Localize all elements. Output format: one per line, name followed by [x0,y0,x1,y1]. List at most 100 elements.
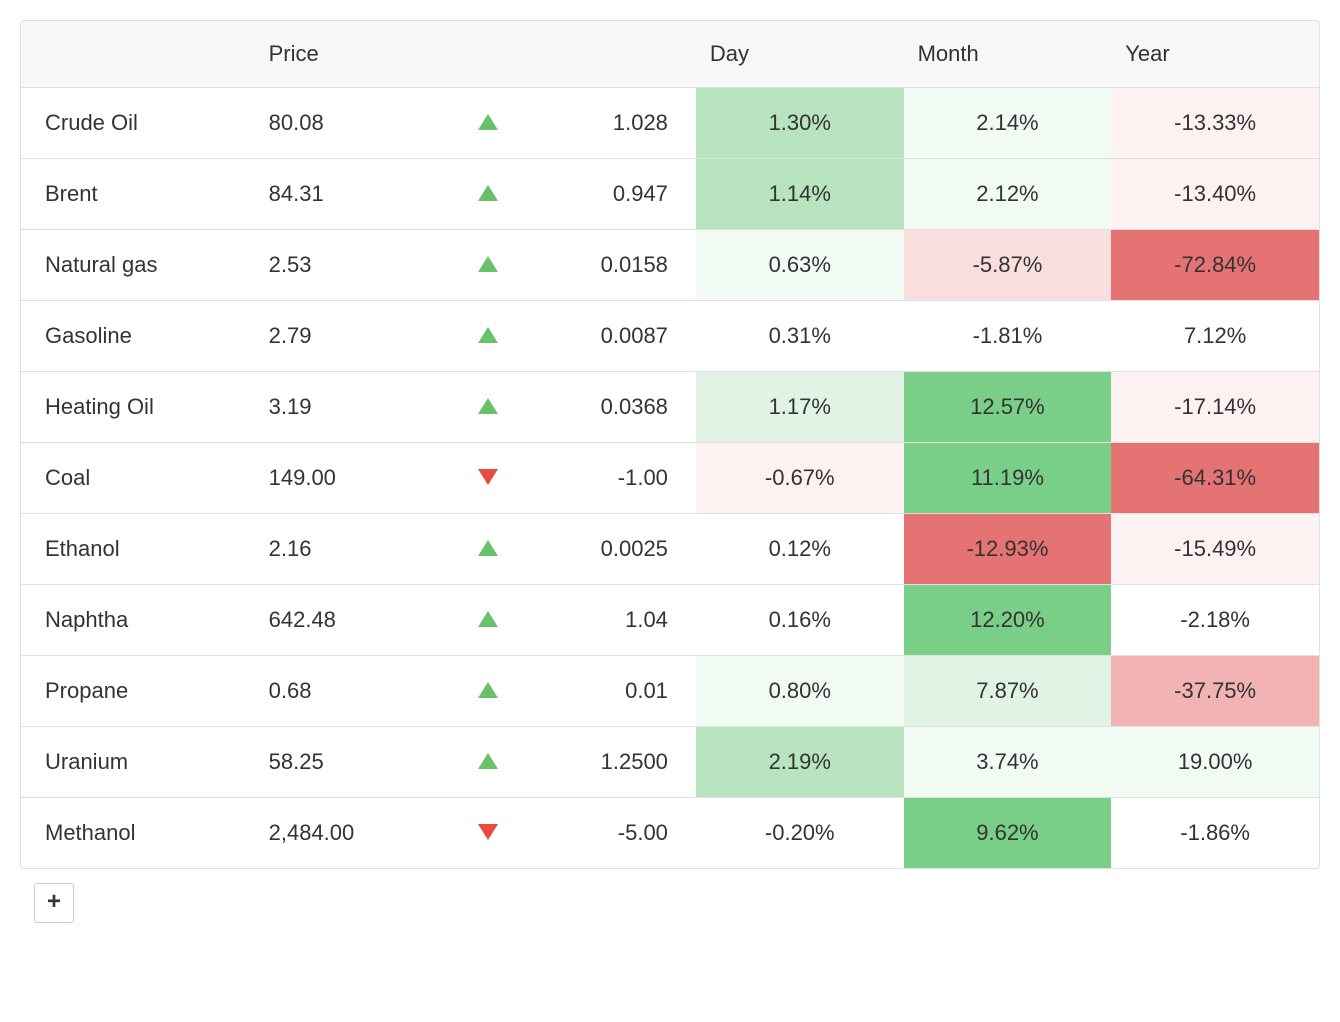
price-value: 58.25 [255,727,437,798]
table-row[interactable]: Naphtha642.481.040.16%12.20%-2.18% [21,585,1319,656]
day-pct: 2.19% [696,727,904,798]
triangle-up-icon [478,327,498,343]
change-value: 1.2500 [540,727,696,798]
year-pct: -72.84% [1111,230,1319,301]
header-direction [436,21,540,88]
change-value: -1.00 [540,443,696,514]
triangle-up-icon [478,256,498,272]
year-pct: -37.75% [1111,656,1319,727]
day-pct: 0.63% [696,230,904,301]
commodity-name[interactable]: Coal [21,443,255,514]
commodity-name[interactable]: Natural gas [21,230,255,301]
change-value: 0.0087 [540,301,696,372]
add-button[interactable]: + [34,883,74,923]
table-row[interactable]: Gasoline2.79 0.00870.31%-1.81%7.12% [21,301,1319,372]
month-pct: 2.12% [904,159,1112,230]
triangle-up-icon [478,398,498,414]
triangle-up-icon [478,753,498,769]
header-month[interactable]: Month [904,21,1112,88]
day-pct: 0.16% [696,585,904,656]
day-pct: 1.30% [696,88,904,159]
day-pct: -0.20% [696,798,904,868]
change-value: 1.04 [540,585,696,656]
commodity-name[interactable]: Methanol [21,798,255,868]
table-row[interactable]: Uranium58.25 1.25002.19%3.74%19.00% [21,727,1319,798]
table-row[interactable]: Ethanol2.160.00250.12%-12.93%-15.49% [21,514,1319,585]
commodity-name[interactable]: Crude Oil [21,88,255,159]
direction-cell [436,372,540,443]
month-pct: 12.20% [904,585,1112,656]
change-value: 0.01 [540,656,696,727]
table-row[interactable]: Propane0.68 0.010.80%7.87%-37.75% [21,656,1319,727]
price-value: 80.08 [255,88,437,159]
commodity-name[interactable]: Ethanol [21,514,255,585]
direction-cell [436,585,540,656]
direction-cell [436,443,540,514]
triangle-up-icon [478,185,498,201]
year-pct: -17.14% [1111,372,1319,443]
price-value: 2.53 [255,230,437,301]
table-row[interactable]: Heating Oil3.190.03681.17%12.57%-17.14% [21,372,1319,443]
table-row[interactable]: Crude Oil80.081.0281.30%2.14%-13.33% [21,88,1319,159]
day-pct: 0.31% [696,301,904,372]
triangle-up-icon [478,540,498,556]
direction-cell [436,230,540,301]
year-pct: -64.31% [1111,443,1319,514]
day-pct: 1.17% [696,372,904,443]
triangle-up-icon [478,682,498,698]
month-pct: 11.19% [904,443,1112,514]
month-pct: -1.81% [904,301,1112,372]
year-pct: 19.00% [1111,727,1319,798]
commodity-name[interactable]: Heating Oil [21,372,255,443]
price-value: 84.31 [255,159,437,230]
header-year[interactable]: Year [1111,21,1319,88]
day-pct: 1.14% [696,159,904,230]
commodity-name[interactable]: Gasoline [21,301,255,372]
month-pct: 12.57% [904,372,1112,443]
triangle-down-icon [478,469,498,485]
header-day[interactable]: Day [696,21,904,88]
commodity-name[interactable]: Brent [21,159,255,230]
header-change [540,21,696,88]
table-row[interactable]: Coal149.00 -1.00-0.67%11.19%-64.31% [21,443,1319,514]
table-row[interactable]: Brent84.31 0.9471.14%2.12%-13.40% [21,159,1319,230]
price-value: 2,484.00 [255,798,437,868]
direction-cell [436,301,540,372]
price-value: 642.48 [255,585,437,656]
triangle-down-icon [478,824,498,840]
day-pct: -0.67% [696,443,904,514]
commodity-name[interactable]: Naphtha [21,585,255,656]
price-value: 0.68 [255,656,437,727]
direction-cell [436,88,540,159]
change-value: -5.00 [540,798,696,868]
table-body: Crude Oil80.081.0281.30%2.14%-13.33%Bren… [21,88,1319,868]
change-value: 0.947 [540,159,696,230]
commodity-name[interactable]: Propane [21,656,255,727]
table-row[interactable]: Methanol2,484.00 -5.00-0.20%9.62%-1.86% [21,798,1319,868]
year-pct: -1.86% [1111,798,1319,868]
direction-cell [436,656,540,727]
table-row[interactable]: Natural gas2.530.01580.63%-5.87%-72.84% [21,230,1319,301]
triangle-up-icon [478,114,498,130]
direction-cell [436,514,540,585]
change-value: 0.0025 [540,514,696,585]
triangle-up-icon [478,611,498,627]
month-pct: 3.74% [904,727,1112,798]
month-pct: 2.14% [904,88,1112,159]
header-price[interactable]: Price [255,21,437,88]
table-header: Price Day Month Year [21,21,1319,88]
price-value: 2.79 [255,301,437,372]
year-pct: 7.12% [1111,301,1319,372]
day-pct: 0.80% [696,656,904,727]
price-value: 3.19 [255,372,437,443]
month-pct: -5.87% [904,230,1112,301]
day-pct: 0.12% [696,514,904,585]
direction-cell [436,798,540,868]
year-pct: -13.40% [1111,159,1319,230]
year-pct: -13.33% [1111,88,1319,159]
month-pct: 7.87% [904,656,1112,727]
price-value: 149.00 [255,443,437,514]
header-name[interactable] [21,21,255,88]
month-pct: 9.62% [904,798,1112,868]
commodity-name[interactable]: Uranium [21,727,255,798]
